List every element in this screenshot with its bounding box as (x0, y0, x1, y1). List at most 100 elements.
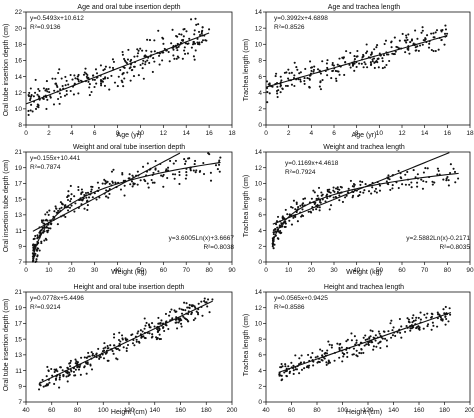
data-point (374, 334, 377, 337)
data-point (184, 177, 187, 180)
x-axis-label: Height (cm) (346, 409, 382, 416)
data-point (98, 196, 101, 199)
y-tick-label: 8 (18, 122, 22, 129)
data-point (310, 69, 313, 72)
data-point (338, 348, 341, 351)
data-point (275, 223, 278, 226)
data-point (353, 69, 356, 72)
data-point (292, 199, 295, 202)
data-point (109, 344, 112, 347)
data-point (328, 343, 331, 346)
data-point (90, 368, 94, 371)
regression-equation: y=0.5493x+10.612 (30, 15, 84, 22)
data-point (49, 222, 53, 225)
data-point (59, 366, 62, 369)
data-point (131, 342, 135, 345)
data-point (66, 372, 69, 375)
data-point (340, 346, 343, 349)
data-point (44, 213, 47, 216)
data-point (362, 336, 365, 339)
x-tick-label: 40 (22, 407, 30, 414)
data-point (309, 356, 312, 359)
data-point (86, 73, 89, 77)
data-point (303, 197, 307, 200)
data-point (35, 248, 38, 251)
data-point (286, 84, 289, 87)
data-point (391, 52, 394, 55)
data-point (83, 71, 86, 74)
data-point (457, 177, 460, 180)
plot-frame (25, 11, 233, 126)
data-point (133, 344, 136, 347)
data-point (299, 204, 302, 207)
data-point (96, 181, 99, 184)
data-point (101, 182, 104, 185)
data-point (209, 179, 213, 182)
data-point (148, 61, 151, 65)
data-point (218, 159, 221, 162)
data-point (321, 60, 324, 63)
data-point (93, 78, 96, 81)
data-point (72, 93, 75, 96)
data-point (40, 220, 44, 224)
data-point (76, 75, 79, 78)
data-point (336, 191, 339, 194)
data-point (121, 171, 124, 175)
data-point (177, 45, 180, 48)
data-point (338, 199, 341, 202)
data-point (366, 338, 369, 341)
data-point (395, 45, 398, 48)
data-point (426, 325, 429, 328)
data-point (127, 177, 130, 180)
data-point (68, 373, 71, 376)
data-point (409, 329, 412, 332)
data-point (299, 71, 302, 74)
data-point (345, 50, 348, 53)
data-point (444, 305, 447, 308)
data-point (275, 220, 279, 223)
y-axis-label: Oral tube insertion depth (cm) (3, 299, 10, 392)
data-point (56, 370, 59, 373)
data-point (312, 208, 315, 211)
data-point (87, 351, 90, 354)
data-point (337, 70, 340, 73)
data-point (381, 67, 384, 70)
data-point (194, 306, 197, 309)
data-point (430, 328, 433, 331)
data-point (295, 368, 299, 371)
data-point (377, 342, 380, 345)
data-point (95, 82, 98, 85)
data-point (353, 183, 356, 186)
x-tick-label: 14 (421, 130, 429, 137)
y-tick-label: 21 (15, 149, 23, 156)
data-point (318, 85, 321, 88)
data-point (414, 176, 417, 179)
data-point (137, 49, 140, 52)
data-point (196, 311, 199, 314)
data-point (101, 80, 104, 83)
data-point (280, 231, 283, 234)
data-point (195, 169, 198, 172)
data-point (116, 358, 119, 361)
data-point (111, 58, 114, 61)
x-tick-label: 90 (466, 267, 474, 274)
y-tick-label: 15 (15, 336, 23, 343)
data-point (355, 349, 358, 352)
r-squared-log: R²=0.8035 (439, 244, 470, 251)
data-point (190, 304, 193, 307)
data-point (412, 319, 415, 323)
data-point (99, 64, 102, 67)
data-point (301, 208, 304, 211)
data-point (83, 366, 86, 369)
data-point (129, 79, 132, 82)
x-tick-label: 40 (262, 407, 270, 414)
data-point (201, 314, 204, 317)
data-point (310, 66, 313, 69)
y-tick-label: 0 (258, 122, 262, 129)
data-point (424, 167, 427, 170)
data-point (70, 197, 73, 201)
data-point (342, 355, 345, 358)
data-point (77, 73, 80, 77)
data-point (281, 378, 284, 381)
x-tick-label: 70 (421, 267, 429, 274)
